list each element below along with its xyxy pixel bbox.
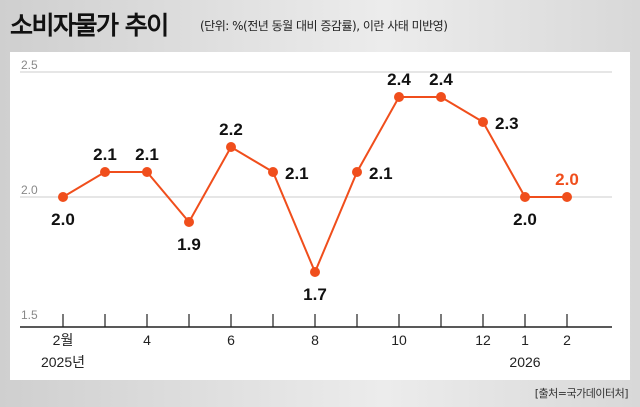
data-point xyxy=(184,217,194,227)
x-tick-label: 2월 xyxy=(53,332,74,348)
data-point xyxy=(226,142,236,152)
year-label: 2025년 xyxy=(41,354,85,370)
chart-subtitle: (단위: %(전년 동월 대비 증감률), 이란 사태 미반영) xyxy=(200,19,448,33)
data-label: 2.4 xyxy=(429,70,453,89)
data-label: 2.2 xyxy=(219,120,243,139)
data-label: 2.3 xyxy=(495,114,519,133)
x-tick-label: 10 xyxy=(391,332,407,348)
data-point xyxy=(58,192,68,202)
x-tick-label: 12 xyxy=(475,332,491,348)
year-label: 2026 xyxy=(509,354,540,370)
y-tick-label: 2.0 xyxy=(21,183,38,197)
x-tick-label: 2 xyxy=(563,332,571,348)
data-label: 2.0 xyxy=(51,210,75,229)
data-label: 2.1 xyxy=(93,145,117,164)
x-tick-label: 4 xyxy=(143,332,151,348)
data-label: 2.0 xyxy=(555,170,579,189)
data-point xyxy=(394,92,404,102)
data-point xyxy=(520,192,530,202)
chart-card xyxy=(10,52,630,380)
source-note: [출처=국가데이터처] xyxy=(534,387,629,400)
data-point xyxy=(436,92,446,102)
data-label: 2.4 xyxy=(387,70,411,89)
data-label: 2.1 xyxy=(369,164,393,183)
y-tick-label: 1.5 xyxy=(21,308,38,322)
data-point xyxy=(562,192,572,202)
x-tick-label: 6 xyxy=(227,332,235,348)
chart-title: 소비자물가 추이 xyxy=(10,11,169,40)
data-point xyxy=(100,167,110,177)
data-label: 2.1 xyxy=(135,145,159,164)
data-label: 2.1 xyxy=(285,164,309,183)
data-point xyxy=(352,167,362,177)
y-tick-label: 2.5 xyxy=(21,58,38,72)
data-label: 1.7 xyxy=(303,285,327,304)
data-point xyxy=(310,267,320,277)
data-point xyxy=(478,117,488,127)
data-label: 1.9 xyxy=(177,235,201,254)
data-point xyxy=(268,167,278,177)
x-tick-label: 8 xyxy=(311,332,319,348)
data-label: 2.0 xyxy=(513,210,537,229)
series-line xyxy=(62,96,567,275)
x-tick-label: 1 xyxy=(521,332,529,348)
data-point xyxy=(142,167,152,177)
